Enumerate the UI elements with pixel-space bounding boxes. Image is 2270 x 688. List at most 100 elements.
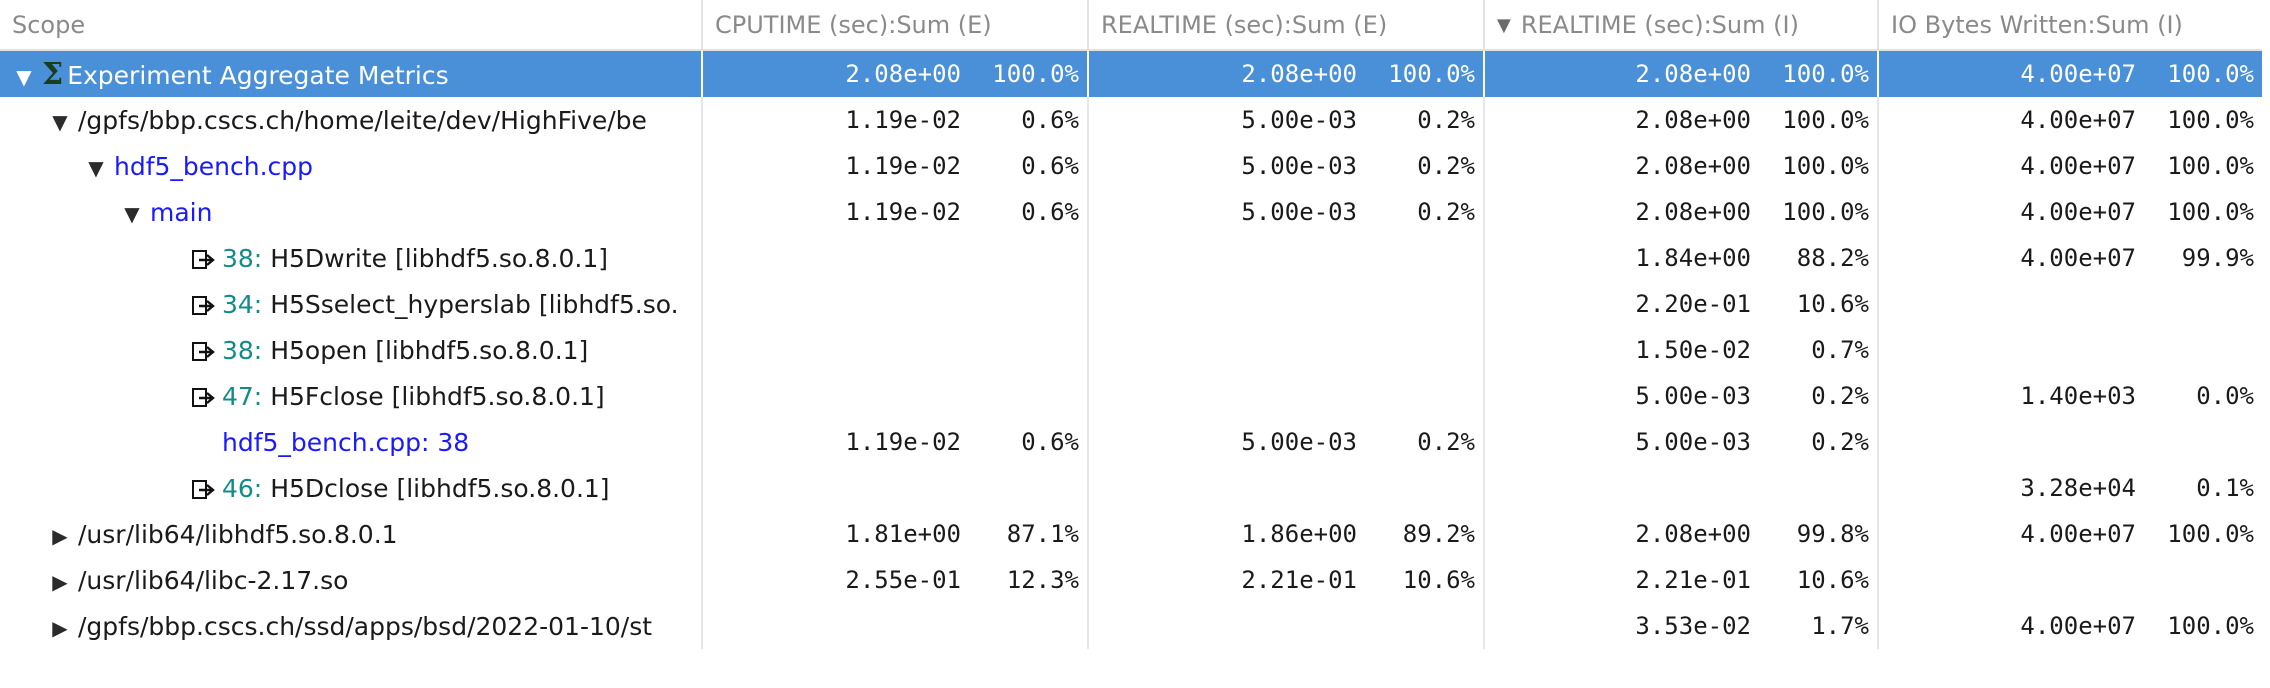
cputime-e-percent: 87.1% (1006, 520, 1079, 548)
callsite-icon[interactable] (190, 478, 220, 502)
cputime-e-value: 1.19e-02 (845, 152, 961, 180)
realtime-i-percent: 100.0% (1782, 198, 1869, 226)
callsite-icon[interactable] (190, 294, 220, 318)
realtime-i-value: 5.00e-03 (1635, 382, 1751, 410)
realtime-e-percent: 100.0% (1388, 60, 1475, 88)
io-written-i-value: 4.00e+07 (2020, 520, 2136, 548)
tree-row[interactable]: hdf5_bench.cpp: 38 1.19e-02 0.6% 5.00e-03… (0, 419, 2262, 465)
io-written-i-value: 4.00e+07 (2020, 106, 2136, 134)
scope-cell: 46: H5Dclose [libhdf5.so.8.0.1] (0, 465, 703, 511)
callsite-icon[interactable] (190, 340, 220, 364)
cputime-e-value: 1.19e-02 (845, 198, 961, 226)
realtime-i-percent: 0.2% (1811, 382, 1869, 410)
tree-row[interactable]: 34: H5Sselect_hyperslab [libhdf5.so. 2.2… (0, 281, 2262, 327)
line-number: 34: (222, 289, 263, 319)
tree-row[interactable]: ▼ main 1.19e-02 0.6% 5.00e-03 0.2% 2.08e+00… (0, 189, 2262, 235)
expand-arrow-icon[interactable]: ▶ (52, 569, 68, 594)
column-header-cputime-e-label: CPUTIME (sec):Sum (E) (715, 10, 992, 39)
scope-label[interactable]: hdf5_bench.cpp (114, 151, 314, 181)
io-written-i-cell: 4.00e+07 100.0% (1878, 189, 2262, 235)
expand-arrow-icon[interactable]: ▶ (52, 615, 68, 640)
scope-cell: ▼ hdf5_bench.cpp (0, 143, 703, 189)
scope-cell: ▶ /gpfs/bbp.cscs.ch/ssd/apps/bsd/2022-01-… (0, 603, 703, 649)
tree-row[interactable]: 38: H5open [libhdf5.so.8.0.1] 1.50e-02 0.… (0, 327, 2262, 373)
io-written-i-cell (1878, 327, 2262, 373)
scope-label: /usr/lib64/libhdf5.so.8.0.1 (78, 519, 398, 549)
realtime-i-cell: 3.53e-02 1.7% (1484, 603, 1879, 649)
io-written-i-cell: 4.00e+07 100.0% (1878, 603, 2262, 649)
collapse-arrow-icon[interactable]: ▼ (124, 201, 140, 226)
column-header-scope-label: Scope (12, 10, 86, 39)
realtime-i-value: 2.08e+00 (1635, 60, 1751, 88)
collapse-arrow-icon[interactable]: ▼ (16, 64, 32, 89)
tree-row[interactable]: 46: H5Dclose [libhdf5.so.8.0.1] 3.28e+04… (0, 465, 2262, 511)
callsite-icon[interactable] (190, 248, 220, 272)
scope-cell: 38: H5Dwrite [libhdf5.so.8.0.1] (0, 235, 703, 281)
scope-cell: hdf5_bench.cpp: 38 (0, 419, 703, 465)
cputime-e-cell: 2.55e-01 12.3% (702, 557, 1089, 603)
realtime-i-cell: 5.00e-03 0.2% (1484, 373, 1879, 419)
tree-row[interactable]: 38: H5Dwrite [libhdf5.so.8.0.1] 1.84e+00… (0, 235, 2262, 281)
tree-row[interactable]: ▼ hdf5_bench.cpp 1.19e-02 0.6% 5.00e-03 0.2… (0, 143, 2262, 189)
cputime-e-value: 1.19e-02 (845, 106, 961, 134)
cputime-e-value: 2.55e-01 (845, 566, 961, 594)
realtime-e-cell: 5.00e-03 0.2% (1088, 419, 1485, 465)
column-header-cputime-e[interactable]: CPUTIME (sec):Sum (E) (702, 0, 1089, 51)
column-header-scope[interactable]: Scope (0, 0, 703, 51)
realtime-e-percent: 0.2% (1417, 198, 1475, 226)
tree-row[interactable]: 47: H5Fclose [libhdf5.so.8.0.1] 5.00e-03… (0, 373, 2262, 419)
realtime-i-value: 2.08e+00 (1635, 198, 1751, 226)
column-header-io-written-i[interactable]: IO Bytes Written:Sum (I) (1878, 0, 2262, 51)
scope-label[interactable]: main (150, 197, 213, 227)
realtime-e-cell (1088, 465, 1485, 511)
scope-label: H5Dclose [libhdf5.so.8.0.1] (270, 473, 610, 503)
io-written-i-cell: 1.40e+03 0.0% (1878, 373, 2262, 419)
tree-row[interactable]: ▼ /gpfs/bbp.cscs.ch/home/leite/dev/HighFi… (0, 97, 2262, 143)
realtime-e-value: 5.00e-03 (1241, 106, 1357, 134)
realtime-e-value: 2.21e-01 (1241, 566, 1357, 594)
realtime-e-cell: 5.00e-03 0.2% (1088, 189, 1485, 235)
collapse-arrow-icon[interactable]: ▼ (88, 155, 104, 180)
cputime-e-cell: 1.19e-02 0.6% (702, 189, 1089, 235)
cputime-e-value: 2.08e+00 (845, 60, 961, 88)
realtime-e-percent: 89.2% (1402, 520, 1475, 548)
scope-label: H5open [libhdf5.so.8.0.1] (270, 335, 589, 365)
callsite-icon[interactable] (190, 386, 220, 410)
tree-row[interactable]: ▶ /gpfs/bbp.cscs.ch/ssd/apps/bsd/2022-01-… (0, 603, 2262, 649)
realtime-e-value: 1.86e+00 (1241, 520, 1357, 548)
collapse-arrow-icon[interactable]: ▼ (52, 109, 68, 134)
realtime-e-value: 5.00e-03 (1241, 198, 1357, 226)
tree-row[interactable]: ▼ Σ Experiment Aggregate Metrics 2.08e+00 1… (0, 50, 2262, 97)
scope-cell: ▼ /gpfs/bbp.cscs.ch/home/leite/dev/HighFi… (0, 97, 703, 143)
cputime-e-percent: 0.6% (1021, 198, 1079, 226)
cputime-e-cell: 1.19e-02 0.6% (702, 97, 1089, 143)
tree-row[interactable]: ▶ /usr/lib64/libc-2.17.so 2.55e-01 12.3% 2… (0, 557, 2262, 603)
realtime-i-value: 2.08e+00 (1635, 520, 1751, 548)
realtime-i-cell: 2.08e+00 100.0% (1484, 143, 1879, 189)
io-written-i-percent: 0.1% (2196, 474, 2254, 502)
column-header-realtime-e-label: REALTIME (sec):Sum (E) (1101, 10, 1388, 39)
cputime-e-cell (702, 281, 1089, 327)
realtime-e-cell (1088, 327, 1485, 373)
scope-cell: ▶ /usr/lib64/libhdf5.so.8.0.1 (0, 511, 703, 557)
realtime-i-value: 2.21e-01 (1635, 566, 1751, 594)
column-header-realtime-i[interactable]: ▼ REALTIME (sec):Sum (I) (1484, 0, 1879, 51)
cputime-e-percent: 0.6% (1021, 106, 1079, 134)
metrics-tree-table: Scope CPUTIME (sec):Sum (E) REALTIME (se… (0, 0, 2262, 649)
line-number: 46: (222, 473, 263, 503)
realtime-i-cell: 2.08e+00 100.0% (1484, 50, 1879, 97)
realtime-e-cell (1088, 373, 1485, 419)
column-header-io-written-i-label: IO Bytes Written:Sum (I) (1891, 10, 2183, 39)
realtime-i-percent: 10.6% (1796, 566, 1869, 594)
scope-label: /usr/lib64/libc-2.17.so (78, 565, 349, 595)
tree-row[interactable]: ▶ /usr/lib64/libhdf5.so.8.0.1 1.81e+00 87.… (0, 511, 2262, 557)
expand-arrow-icon[interactable]: ▶ (52, 523, 68, 548)
realtime-e-cell: 2.21e-01 10.6% (1088, 557, 1485, 603)
scope-label[interactable]: hdf5_bench.cpp: 38 (222, 427, 470, 457)
realtime-e-cell (1088, 235, 1485, 281)
realtime-i-cell: 1.84e+00 88.2% (1484, 235, 1879, 281)
column-header-realtime-e[interactable]: REALTIME (sec):Sum (E) (1088, 0, 1485, 51)
io-written-i-cell: 4.00e+07 100.0% (1878, 511, 2262, 557)
cputime-e-value: 1.19e-02 (845, 428, 961, 456)
io-written-i-percent: 100.0% (2167, 612, 2254, 640)
